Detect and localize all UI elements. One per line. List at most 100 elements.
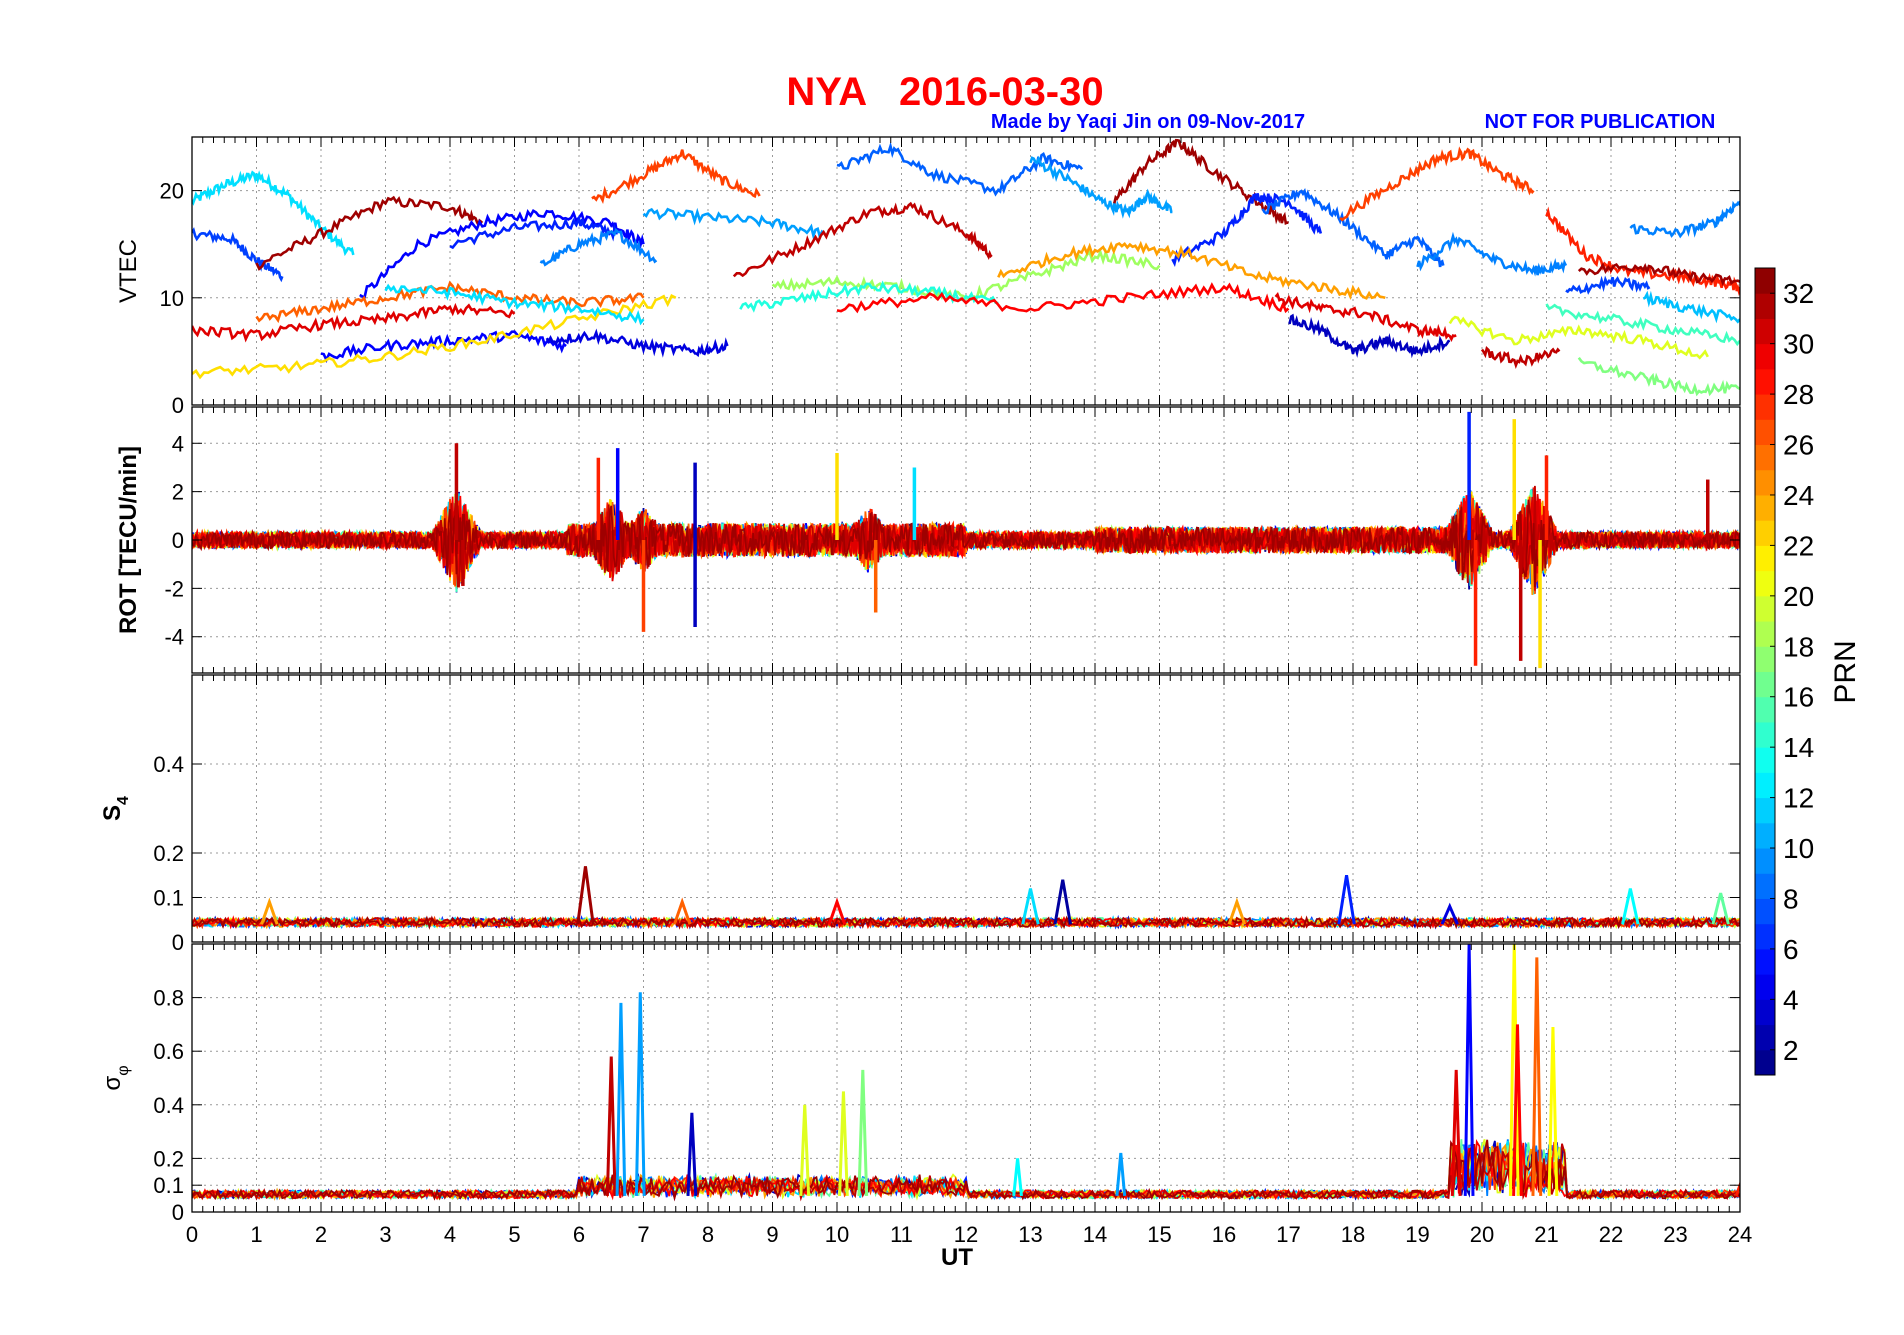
series-line-prn-9 (1629, 200, 1740, 239)
x-tick-label: 24 (1728, 1222, 1752, 1247)
s4-peak (1621, 888, 1640, 925)
notice-text: NOT FOR PUBLICATION (1485, 111, 1716, 133)
colorbar-cell (1755, 419, 1775, 446)
y-tick-label: 0.4 (153, 1093, 184, 1118)
sigma_phi-peak (1547, 1027, 1559, 1196)
colorbar-cell (1755, 268, 1775, 294)
series-line-prn-17 (1577, 356, 1740, 397)
series-line-prn-22 (192, 294, 677, 380)
colorbar-cell (1755, 621, 1775, 647)
y-tick-label: 0.2 (153, 1146, 184, 1171)
colorbar-tick-label: 28 (1783, 379, 1814, 410)
x-tick-label: 17 (1276, 1222, 1300, 1247)
series-line-prn-8 (836, 141, 1084, 197)
y-axis-label-rot: ROT [TECU/min] (115, 446, 142, 634)
colorbar-tick-label: 4 (1783, 984, 1799, 1015)
y-axis-label-sigma-phi: σφ (99, 1065, 132, 1090)
series-line-prn-29 (836, 282, 1290, 314)
series-line-prn-7 (192, 227, 284, 283)
colorbar-tick-label: 10 (1783, 833, 1814, 864)
colorbar-cell (1755, 797, 1775, 824)
series-line-prn-28 (1545, 206, 1740, 297)
colorbar-cell (1755, 999, 1775, 1026)
series-line-prn-26 (255, 280, 645, 324)
y-tick-label: 10 (160, 286, 184, 311)
x-tick-label: 14 (1083, 1222, 1107, 1247)
colorbar-cell (1755, 394, 1775, 420)
colorbar-cell (1755, 469, 1775, 496)
s4-peak (673, 897, 692, 925)
s4-peak (827, 897, 847, 925)
series-line-prn-31 (1480, 346, 1561, 369)
credit-text: Made by Yaqi Jin on 09-Nov-2017 (991, 111, 1305, 133)
colorbar-cell (1755, 545, 1775, 572)
panel-vtec: 0 10 20 VTEC (115, 136, 1741, 418)
colorbar-cell (1755, 646, 1775, 672)
y-tick-label: 0 (172, 930, 184, 955)
colorbar-cell (1755, 721, 1775, 748)
colorbar-cell (1755, 923, 1775, 950)
x-tick-label: 9 (766, 1222, 778, 1247)
x-tick-label: 7 (637, 1222, 649, 1247)
s4-peak (1440, 902, 1459, 925)
series-line-prn-30 (192, 302, 516, 343)
x-tick-label: 22 (1599, 1222, 1623, 1247)
sigma_phi-peak (1531, 957, 1543, 1196)
y-tick-label: 0.1 (153, 1173, 184, 1198)
series-line-prn-24 (997, 240, 1386, 301)
colorbar-tick-label: 2 (1783, 1035, 1799, 1066)
panel-s4: 0 0.1 0.2 0.4 S4 (99, 674, 1741, 955)
sigma_phi-trace-prn-31 (192, 1142, 1740, 1202)
colorbar-tick-label: 18 (1783, 631, 1814, 662)
y-tick-label: 0 (172, 1200, 184, 1225)
x-tick-label: 5 (508, 1222, 520, 1247)
s4-peak (260, 897, 279, 925)
colorbar-tick-label: 24 (1783, 480, 1814, 511)
sigma_phi-peak (605, 1056, 617, 1196)
s4-peak (1227, 897, 1247, 925)
colorbar-cell (1755, 1049, 1775, 1076)
series-line-prn-7 (1565, 275, 1651, 295)
y-tick-label: 0.6 (153, 1039, 184, 1064)
y-tick-label: 2 (172, 480, 184, 505)
x-tick-label: 16 (1212, 1222, 1236, 1247)
x-tick-label: 2 (315, 1222, 327, 1247)
y-tick-label: -2 (164, 576, 184, 601)
rot-trace-prn-22 (192, 491, 1740, 588)
sigma_phi-peak (1012, 1158, 1023, 1197)
s4-peak (1053, 879, 1072, 925)
colorbar-cell (1755, 1024, 1775, 1051)
colorbar-tick-label: 22 (1783, 530, 1814, 561)
x-tick-label: 19 (1405, 1222, 1429, 1247)
x-tick-label: 23 (1663, 1222, 1687, 1247)
series-line-prn-32 (255, 195, 484, 271)
y-tick-label: -4 (164, 625, 184, 650)
colorbar-cell (1755, 293, 1775, 319)
data-layer (192, 944, 1740, 1202)
sigma_phi-peak (1115, 1152, 1127, 1197)
y-tick-label: 20 (160, 179, 184, 204)
sigma_phi-peak (634, 992, 646, 1196)
colorbar-cell (1755, 873, 1775, 899)
series-line-prn-9 (1416, 231, 1568, 277)
y-axis-label-vtec: VTEC (115, 239, 142, 303)
colorbar-cell (1755, 570, 1775, 597)
sigma_phi-peak (838, 1091, 849, 1196)
sigma_phi-peak (1512, 1024, 1523, 1196)
x-tick-label: 11 (890, 1222, 913, 1247)
y-tick-label: 0.8 (153, 986, 184, 1011)
y-tick-label: 0 (172, 528, 184, 553)
colorbar-cell (1755, 822, 1775, 849)
colorbar-cell (1755, 444, 1775, 471)
series-line-prn-20 (1448, 315, 1709, 360)
colorbar-cell (1755, 772, 1775, 799)
s4-peak (1021, 888, 1040, 925)
y-tick-label: 4 (172, 431, 184, 456)
chart-title: NYA 2016-03-30 (786, 70, 1103, 114)
sigma_phi-trace-prn-32 (192, 1139, 1740, 1202)
x-tick-label: 3 (379, 1222, 391, 1247)
series-line-prn-32 (1113, 138, 1289, 226)
